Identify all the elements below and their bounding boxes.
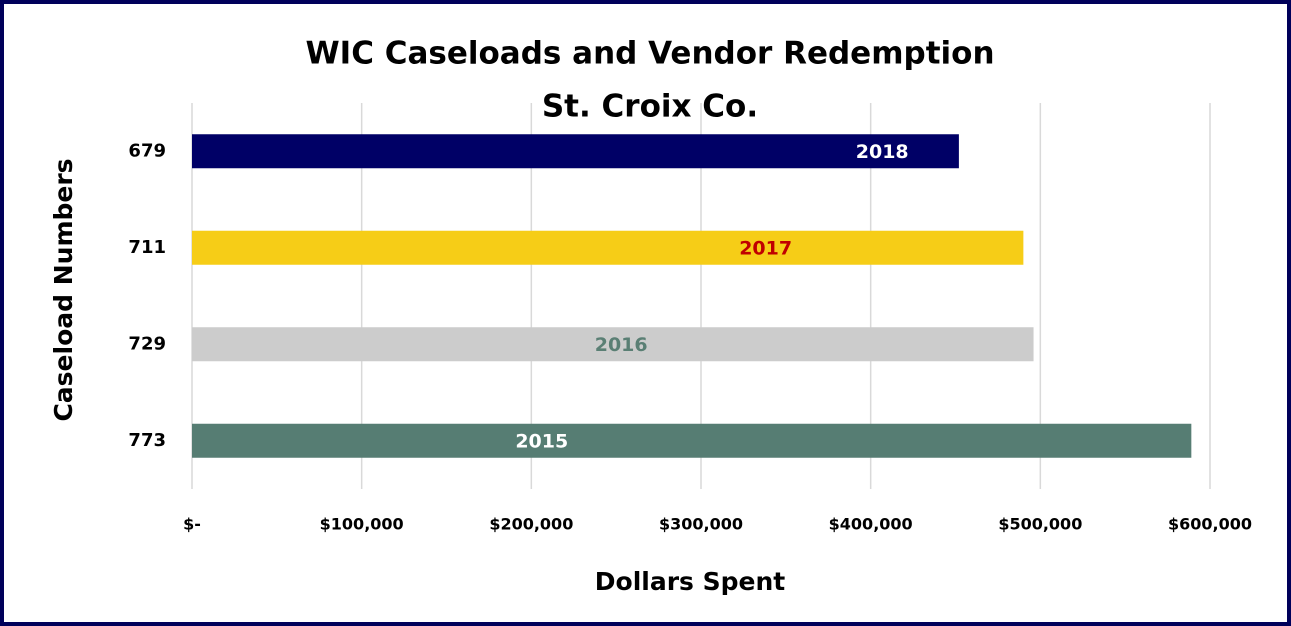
x-tick-label: $- [183, 515, 201, 534]
bar-label: 2018 [856, 141, 909, 163]
x-tick-label: $600,000 [1168, 515, 1252, 534]
bar-label: 2017 [739, 237, 792, 259]
y-tick-label: 711 [128, 237, 166, 258]
x-tick-label: $300,000 [659, 515, 743, 534]
bar-label: 2015 [515, 430, 568, 452]
bar [192, 230, 1024, 265]
y-tick-label: 729 [128, 333, 166, 354]
bar [192, 423, 1192, 458]
x-tick-label: $100,000 [320, 515, 404, 534]
bar [192, 327, 1034, 362]
y-tick-label: 679 [128, 140, 166, 161]
x-axis-title: Dollars Spent [595, 567, 786, 596]
x-tick-label: $500,000 [998, 515, 1082, 534]
chart-subtitle: St. Croix Co. [542, 89, 758, 125]
bar [192, 134, 959, 169]
y-tick-label: 773 [128, 430, 166, 451]
y-axis-title: Caseload Numbers [49, 158, 78, 421]
x-tick-label: $400,000 [829, 515, 913, 534]
bar-label: 2016 [595, 334, 648, 356]
chart-title: WIC Caseloads and Vendor Redemption [305, 36, 994, 72]
x-tick-label: $200,000 [489, 515, 573, 534]
